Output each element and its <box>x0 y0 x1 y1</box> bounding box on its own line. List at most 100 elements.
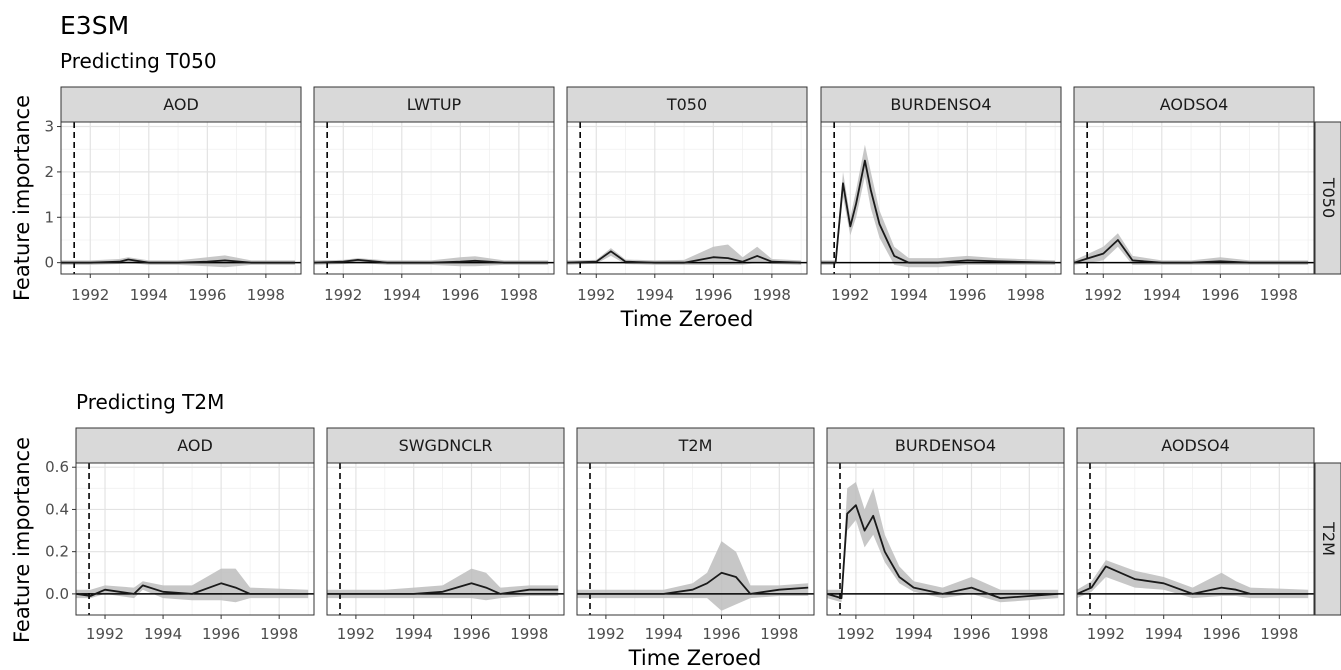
uncertainty-band <box>567 244 802 265</box>
x-tick-label: 1996 <box>188 286 226 304</box>
series-line <box>1076 565 1309 595</box>
y-axis-title: Feature importance <box>10 437 34 643</box>
panel-border <box>326 462 565 616</box>
panel-border <box>75 462 315 616</box>
grid <box>567 122 807 274</box>
y-tick-label: 0.0 <box>45 585 69 603</box>
strip-header <box>826 427 1065 464</box>
x-tick-label: 1996 <box>452 625 490 643</box>
panel-border <box>566 121 808 275</box>
panel-aod: AOD 1992 1994 1996 1998 0 1 2 3 <box>44 86 302 304</box>
series-line <box>826 504 1059 599</box>
series-line <box>61 258 296 264</box>
x-tick-label: 1994 <box>895 625 933 643</box>
panel-background <box>61 122 301 274</box>
row-strip-label: T2M <box>1319 521 1338 556</box>
panel-border <box>576 462 815 616</box>
x-tick-label: 1992 <box>1087 625 1125 643</box>
x-tick-label: 1992 <box>86 625 124 643</box>
x-tick-label: 1992 <box>337 625 375 643</box>
uncertainty-band <box>1077 560 1309 599</box>
row-strip-label: T050 <box>1319 177 1338 218</box>
strip-header <box>820 86 1062 123</box>
panel-aodso4: AODSO4 1992 1994 1996 1998 <box>1076 427 1315 643</box>
grid <box>327 463 564 615</box>
x-tick-label: 1994 <box>395 625 433 643</box>
panel-border <box>820 121 1062 275</box>
panel-aodso4: AODSO4 1992 1994 1996 1998 <box>1073 86 1315 304</box>
panel-burdenso4: BURDENSO4 1992 1994 1996 1998 <box>826 427 1065 643</box>
x-tick-label: 1998 <box>1010 625 1048 643</box>
panel-background <box>314 122 554 274</box>
x-tick-label: 1998 <box>1260 286 1298 304</box>
x-tick-label: 1992 <box>71 286 109 304</box>
strip-label: BURDENSO4 <box>890 95 991 114</box>
strip-header <box>566 86 808 123</box>
x-tick-label: 1996 <box>202 625 240 643</box>
x-axis-title: Time Zeroed <box>628 646 762 670</box>
x-tick-label: 1992 <box>837 625 875 643</box>
strip-header <box>1073 86 1315 123</box>
row-strip: T2M <box>1314 462 1341 616</box>
panel-swgdnclr: SWGDNCLR 1992 1994 1996 1998 <box>326 427 565 643</box>
row-strip: T050 <box>1314 121 1341 275</box>
panel-border <box>1076 462 1315 616</box>
strip-header <box>313 86 555 123</box>
x-tick-label: 1994 <box>645 625 683 643</box>
panel-background <box>821 122 1061 274</box>
x-tick-label: 1994 <box>383 286 421 304</box>
panel-lwtup: LWTUP 1992 1994 1996 1998 <box>313 86 555 304</box>
x-tick-label: 1992 <box>577 286 615 304</box>
x-tick-label: 1992 <box>1084 286 1122 304</box>
uncertainty-band <box>821 144 1056 268</box>
y-tick-label: 0.6 <box>45 458 69 476</box>
x-tick-label: 1996 <box>441 286 479 304</box>
strip-label: T050 <box>666 95 707 114</box>
strip-label: SWGDNCLR <box>399 436 493 455</box>
x-tick-label: 1996 <box>1202 625 1240 643</box>
uncertainty-band <box>827 482 1059 603</box>
strip-label: AOD <box>163 95 199 114</box>
row-title: Predicting T2M <box>76 390 224 414</box>
strip-label: AODSO4 <box>1160 95 1229 114</box>
x-tick-label: 1998 <box>510 625 548 643</box>
x-tick-label: 1994 <box>636 286 674 304</box>
x-tick-label: 1996 <box>702 625 740 643</box>
x-tick-label: 1996 <box>694 286 732 304</box>
y-tick-label: 0 <box>44 254 54 272</box>
strip-label: BURDENSO4 <box>895 436 996 455</box>
y-tick-label: 2 <box>44 163 54 181</box>
strip-header <box>1076 427 1315 464</box>
panel-burdenso4: BURDENSO4 1992 1994 1996 1998 <box>820 86 1062 304</box>
x-tick-label: 1998 <box>500 286 538 304</box>
x-tick-label: 1994 <box>1143 286 1181 304</box>
x-tick-label: 1998 <box>247 286 285 304</box>
x-tick-label: 1994 <box>144 625 182 643</box>
panels: AOD 1992 1994 1996 1998 0.0 0.2 0.4 0.6 SWGDNCLR 1… <box>45 427 1315 643</box>
x-tick-label: 1992 <box>587 625 625 643</box>
strip-header <box>75 427 315 464</box>
panel-t2m: T2M 1992 1994 1996 1998 <box>576 427 815 643</box>
series-line <box>313 258 549 264</box>
series-line <box>1073 239 1309 264</box>
series-line <box>821 159 1056 264</box>
x-tick-label: 1992 <box>324 286 362 304</box>
x-tick-label: 1994 <box>1145 625 1183 643</box>
uncertainty-band <box>61 255 296 268</box>
strip-label: AOD <box>177 436 213 455</box>
x-tick-label: 1998 <box>260 625 298 643</box>
panels: AOD 1992 1994 1996 1998 0 1 2 3 LWTUP 1992 1994 1996… <box>44 86 1315 304</box>
uncertainty-band <box>314 256 549 267</box>
panel-aod: AOD 1992 1994 1996 1998 0.0 0.2 0.4 0.6 <box>45 427 315 643</box>
x-tick-label: 1998 <box>753 286 791 304</box>
x-axis-title: Time Zeroed <box>620 307 754 331</box>
y-axis-title: Feature importance <box>10 95 34 301</box>
strip-label: AODSO4 <box>1161 436 1230 455</box>
x-tick-label: 1996 <box>952 625 990 643</box>
strip-header <box>60 86 302 123</box>
y-tick-label: 0.4 <box>45 500 69 518</box>
chart-row-T050: Predicting T050 Feature importance Time … <box>10 49 1341 331</box>
panel-border <box>60 121 302 275</box>
grid <box>61 122 301 274</box>
